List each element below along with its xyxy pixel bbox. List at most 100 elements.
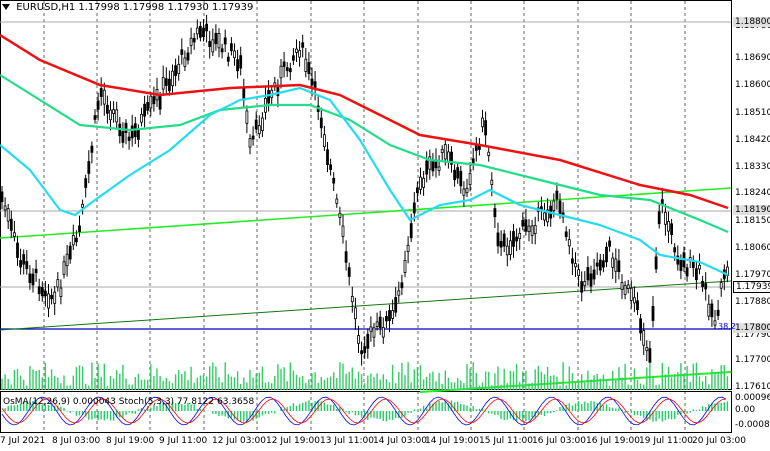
candle-body [707, 303, 711, 317]
candle-body [127, 136, 131, 141]
candle-body [508, 240, 512, 255]
candle-body [713, 320, 717, 326]
candle-body [623, 285, 627, 295]
candle-body [484, 120, 488, 136]
price-tick: 1.18600 [735, 80, 770, 90]
candle-body [384, 316, 388, 322]
price-tick: 1.17610 [735, 382, 770, 392]
candle-body [397, 290, 401, 296]
candle-body [639, 318, 642, 334]
candle-body [143, 103, 147, 117]
price-tick: 1.18510 [735, 108, 770, 118]
candle-body [592, 269, 596, 280]
dropdown-arrow-icon[interactable] [2, 4, 10, 10]
candle-body [468, 173, 472, 186]
price-tick: 1.17700 [735, 355, 770, 365]
candle-body [285, 67, 289, 72]
price-tick: 1.17880 [735, 297, 770, 307]
candle-body [136, 129, 140, 140]
candle-body [236, 59, 240, 72]
candle-body [375, 321, 379, 327]
price-tag-mid: 1.18190 [733, 205, 770, 215]
candle-body [109, 109, 112, 121]
candle-body [124, 122, 128, 134]
candle-body [202, 27, 205, 38]
candle-body [40, 286, 44, 297]
candle-body [183, 57, 187, 67]
candle-body [605, 246, 608, 263]
price-tick: 1.18690 [735, 53, 770, 63]
candle-body [341, 225, 345, 237]
price-tick: 1.17790 [735, 330, 770, 340]
candle-body [81, 203, 84, 208]
candle-body [350, 295, 354, 303]
candle-body [530, 225, 534, 236]
candle-body [633, 297, 636, 304]
candle-body [431, 160, 435, 172]
candle-body [56, 279, 60, 288]
oscillator-title: OsMA(12,26,9) 0.000043 Stoch(5,3,3) 77.8… [3, 397, 255, 407]
candle-body [319, 117, 323, 129]
candle-body [369, 326, 373, 332]
candle-body [195, 27, 199, 35]
symbol-label: EURUSD,H1 [16, 2, 76, 13]
candle-body [614, 258, 618, 272]
candle-body [229, 43, 233, 52]
candle-body [481, 117, 484, 128]
candle-body [422, 177, 426, 188]
candle-body [564, 231, 568, 238]
candle-body [291, 55, 295, 61]
candle-body [406, 244, 410, 252]
candle-body [152, 96, 156, 105]
candle-body [335, 198, 339, 204]
candle-body [288, 68, 292, 73]
candle-body [6, 208, 10, 222]
candle-body [719, 282, 723, 289]
candle-body [65, 253, 69, 267]
candle-body [465, 187, 469, 194]
candle-body [68, 245, 72, 260]
ma-green-line [0, 74, 729, 234]
candle-body [9, 218, 13, 231]
candle-body [167, 78, 171, 92]
candle-body [583, 280, 587, 287]
candle-body [233, 50, 236, 59]
candle-body [580, 281, 584, 293]
osc-axis-zero: 0.00 [735, 405, 756, 415]
candle-body [428, 156, 432, 170]
candle-body [226, 56, 230, 62]
candle-body [425, 160, 429, 175]
candle-body [673, 247, 677, 253]
candle-body [267, 90, 271, 104]
candle-body [31, 273, 35, 286]
candle-body [75, 237, 78, 243]
candle-body [378, 316, 382, 328]
candle-body [701, 281, 704, 288]
candle-body [487, 151, 491, 156]
candle-body [59, 287, 63, 297]
candle-body [34, 268, 38, 274]
main-pane-border [0, 0, 732, 390]
candle-body [450, 151, 453, 165]
candle-body [106, 104, 109, 114]
candle-body [146, 102, 150, 111]
candle-body [595, 262, 599, 267]
candle-body [78, 225, 81, 233]
candle-body [158, 96, 162, 110]
candle-body [586, 267, 590, 281]
candle-body [298, 50, 302, 58]
candle-body [192, 37, 196, 43]
candle-body [474, 144, 478, 151]
candle-body [372, 327, 376, 338]
candle-body [567, 239, 571, 247]
candle-body [87, 161, 91, 174]
candle-body [149, 95, 153, 109]
price-tick: 1.18240 [735, 188, 770, 198]
candle-body [353, 307, 357, 320]
time-tick: 12 Jul 19:00 [266, 436, 320, 446]
candle-body [239, 55, 243, 69]
osc-axis-top: 0.000965 [735, 393, 770, 403]
candle-body [620, 282, 624, 290]
candle-body [332, 177, 336, 184]
